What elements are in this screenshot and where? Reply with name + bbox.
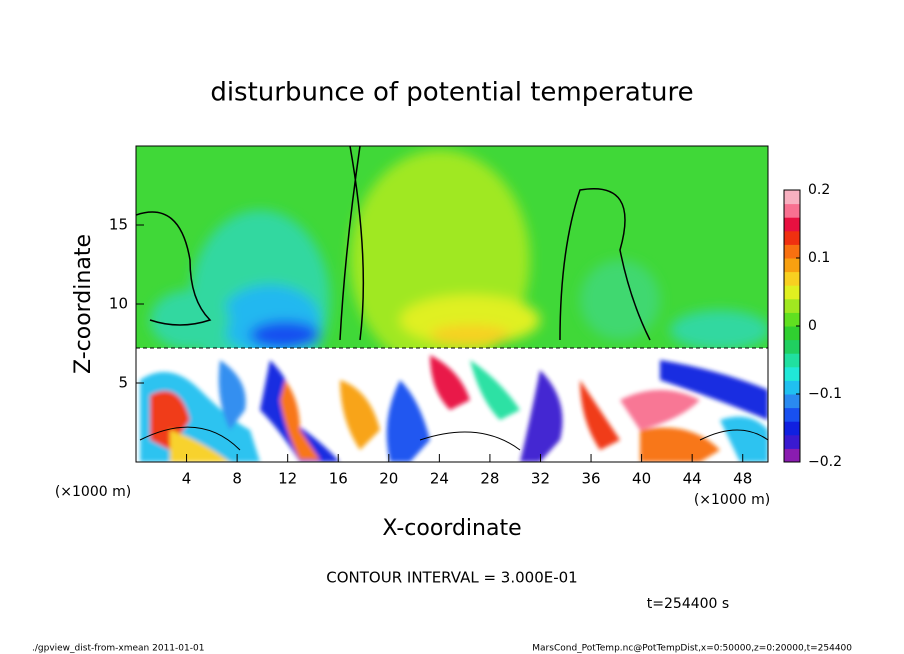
footer-right: MarsCond_PotTemp.nc@PotTempDist,x=0:5000… bbox=[532, 644, 852, 654]
y-tick-label: 5 bbox=[118, 374, 128, 392]
x-unit: (×1000 m) bbox=[694, 492, 770, 508]
field bbox=[136, 146, 768, 462]
colorbar-band bbox=[784, 312, 800, 327]
y-tick-label: 10 bbox=[109, 295, 128, 313]
colorbar-tick-label: −0.1 bbox=[808, 386, 842, 402]
y-tick-label: 15 bbox=[109, 216, 128, 234]
colorbar-band bbox=[784, 230, 800, 245]
colorbar-band bbox=[784, 353, 800, 368]
colorbar-band bbox=[784, 407, 800, 422]
colorbar-tick-label: 0.2 bbox=[808, 182, 830, 198]
x-tick-label: 16 bbox=[329, 470, 348, 488]
x-tick-label: 40 bbox=[632, 470, 651, 488]
y-axis-label: Z-coordinate bbox=[71, 234, 96, 374]
colorbar-band bbox=[784, 394, 800, 409]
colorbar-band bbox=[784, 190, 800, 205]
colorbar-band bbox=[784, 298, 800, 313]
colorbar-tick-label: −0.2 bbox=[808, 454, 842, 470]
time-label: t=254400 s bbox=[647, 596, 729, 612]
x-tick-label: 12 bbox=[278, 470, 297, 488]
y-axis: 5 10 15 bbox=[109, 216, 144, 392]
x-tick-label: 4 bbox=[182, 470, 192, 488]
x-tick-label: 36 bbox=[581, 470, 600, 488]
colorbar-band bbox=[784, 203, 800, 218]
x-tick-label: 32 bbox=[531, 470, 550, 488]
colorbar-band bbox=[784, 448, 800, 463]
x-tick-label: 8 bbox=[232, 470, 242, 488]
colorbar-band bbox=[784, 285, 800, 300]
colorbar-band bbox=[784, 326, 800, 341]
colorbar: −0.2 −0.1 0 0.1 0.2 bbox=[783, 182, 842, 470]
x-tick-label: 28 bbox=[480, 470, 499, 488]
colorbar-band bbox=[784, 271, 800, 286]
colorbar-band bbox=[784, 380, 800, 395]
x-tick-label: 48 bbox=[733, 470, 752, 488]
colorbar-tick-label: 0 bbox=[808, 318, 817, 334]
x-unit-left: (×1000 m) bbox=[55, 484, 131, 500]
x-tick-label: 44 bbox=[683, 470, 702, 488]
x-axis: 4 8 12 16 20 24 28 32 36 40 44 48 bbox=[182, 454, 752, 488]
x-tick-label: 24 bbox=[430, 470, 449, 488]
x-axis-label: X-coordinate bbox=[382, 516, 521, 541]
colorbar-band bbox=[784, 421, 800, 436]
colorbar-band bbox=[784, 366, 800, 381]
colorbar-band bbox=[784, 217, 800, 232]
chart-title: disturbunce of potential temperature bbox=[210, 78, 693, 108]
x-tick-label: 20 bbox=[379, 470, 398, 488]
annotation: CONTOUR INTERVAL = 3.000E-01 bbox=[326, 569, 577, 587]
colorbar-tick-label: 0.1 bbox=[808, 250, 830, 266]
footer-left: ./gpview_dist-from-xmean 2011-01-01 bbox=[32, 644, 204, 654]
colorbar-band bbox=[784, 244, 800, 259]
colorbar-band bbox=[784, 258, 800, 273]
colorbar-band bbox=[784, 434, 800, 449]
colorbar-band bbox=[784, 339, 800, 354]
